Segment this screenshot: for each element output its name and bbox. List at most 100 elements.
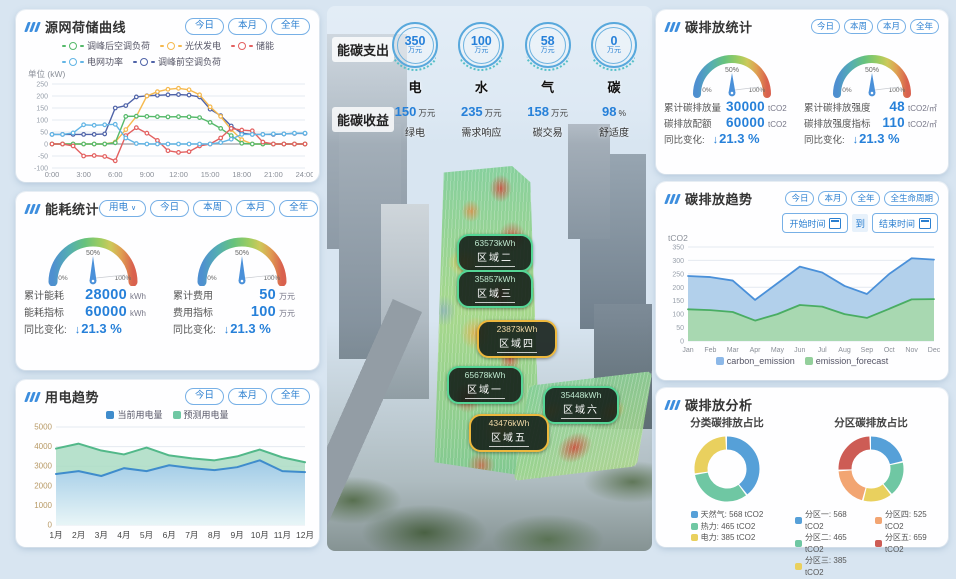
carbon-legend-1[interactable]: carbon_emission xyxy=(715,356,795,366)
svg-text:150: 150 xyxy=(36,106,48,113)
start-time-picker[interactable]: 开始时间 xyxy=(782,213,849,233)
svg-text:12月: 12月 xyxy=(296,530,313,540)
energy-range-buttons: 用电 ∨ 今日 本周 本月 全年 xyxy=(99,199,319,218)
svg-text:0%: 0% xyxy=(58,275,68,282)
energy-gauge-2: 50% 0% 100% 累计费用 50 万元 费用指标 100 万元 同比变化: ↓21.3 % xyxy=(173,222,311,336)
source-legend-4[interactable]: 电网功率 xyxy=(62,55,123,68)
power-trend-legend: 当前用电量 预测用电量 xyxy=(16,408,319,421)
panel-title-icon xyxy=(24,21,41,32)
svg-text:4000: 4000 xyxy=(34,442,52,451)
source-range-btn-3[interactable]: 全年 xyxy=(270,17,310,36)
svg-text:50: 50 xyxy=(676,325,684,332)
trend-range-btn-1[interactable]: 今日 xyxy=(184,387,224,406)
zone-legend-5[interactable]: 分区五: 659 tCO2 xyxy=(875,532,947,555)
carbon-legend-2[interactable]: emission_forecast xyxy=(804,356,888,366)
svg-text:100: 100 xyxy=(36,118,48,125)
carbon-range-btn-1[interactable]: 今日 xyxy=(810,18,840,35)
svg-text:100%: 100% xyxy=(115,275,132,282)
energy-type-dropdown[interactable]: 用电 ∨ xyxy=(99,199,147,218)
carbon-trend-range-btn-3[interactable]: 全年 xyxy=(851,190,881,207)
energy-gauge-1-row-2: 能耗指标 60000 kWh xyxy=(24,304,146,320)
category-legend-2[interactable]: 热力: 465 tCO2 xyxy=(690,521,764,533)
zone-badge-区域五[interactable]: 43476kWh 区域五 xyxy=(469,414,549,452)
svg-text:0%: 0% xyxy=(842,87,852,94)
source-range-buttons: 今日 本月 全年 xyxy=(184,17,310,36)
category-legend-3[interactable]: 电力: 385 tCO2 xyxy=(690,532,764,544)
expense-item-气: 58 万元气 xyxy=(516,22,580,96)
expense-ring-1[interactable]: 350 万元 xyxy=(392,22,438,68)
income-item-2: 235 万元 需求响应 xyxy=(460,104,502,139)
zone-badge-区域三[interactable]: 35857kWh 区域三 xyxy=(457,270,533,308)
trend-range-btn-2[interactable]: 本月 xyxy=(227,387,267,406)
income-label: 能碳收益 xyxy=(332,107,395,132)
svg-text:Dec: Dec xyxy=(928,347,941,354)
svg-text:200: 200 xyxy=(672,285,684,292)
svg-text:May: May xyxy=(771,347,785,354)
carbon-range-btn-3[interactable]: 本月 xyxy=(876,18,906,35)
svg-text:Feb: Feb xyxy=(704,347,716,354)
svg-text:Aug: Aug xyxy=(838,347,851,354)
zone-legend-4[interactable]: 分区四: 525 tCO2 xyxy=(875,509,947,532)
svg-text:7月: 7月 xyxy=(185,530,198,540)
end-time-picker[interactable]: 结束时间 xyxy=(871,213,938,233)
svg-text:Mar: Mar xyxy=(727,347,740,354)
carbon-trend-legend: carbon_emission emission_forecast xyxy=(656,356,948,366)
energy-range-btn-4[interactable]: 全年 xyxy=(279,199,319,218)
svg-text:24:00: 24:00 xyxy=(296,170,313,179)
svg-text:Sep: Sep xyxy=(861,347,874,354)
svg-text:Oct: Oct xyxy=(884,347,895,354)
power-legend-2[interactable]: 预测用电量 xyxy=(172,408,229,421)
category-share-donut xyxy=(694,436,760,502)
zone-badge-区域六[interactable]: 35448kWh 区域六 xyxy=(543,386,619,424)
carbon-range-btn-2[interactable]: 本周 xyxy=(843,18,873,35)
energy-range-btn-1[interactable]: 今日 xyxy=(150,199,190,218)
svg-text:0: 0 xyxy=(680,339,684,346)
expense-ring-2[interactable]: 100 万元 xyxy=(458,22,505,68)
source-range-btn-1[interactable]: 今日 xyxy=(184,17,224,36)
svg-text:50%: 50% xyxy=(725,67,739,74)
category-legend-1[interactable]: 天然气: 568 tCO2 xyxy=(690,509,763,521)
svg-text:3月: 3月 xyxy=(95,530,108,540)
svg-text:50%: 50% xyxy=(86,250,100,257)
power-trend-area-chart: 0 1000 2000 3000 4000 5000 1月 2月 3月 4月 5月 6月 7月 8月 9月 1… xyxy=(34,423,313,541)
zone-legend-1[interactable]: 分区一: 568 tCO2 xyxy=(795,509,867,532)
carbon-range-btn-4[interactable]: 全年 xyxy=(909,18,939,35)
source-legend-1[interactable]: 调峰后空调负荷 xyxy=(62,39,150,52)
calendar-icon xyxy=(829,217,842,229)
panel-title-icon xyxy=(664,399,681,410)
zone-badge-区域四[interactable]: 23873kWh 区域四 xyxy=(477,320,557,358)
source-legend-5[interactable]: 调峰前空调负荷 xyxy=(133,55,221,68)
svg-text:2月: 2月 xyxy=(72,530,85,540)
expense-ring-3[interactable]: 58 万元 xyxy=(524,22,571,68)
source-range-btn-2[interactable]: 本月 xyxy=(227,17,267,36)
zone-legend-3[interactable]: 分区三: 385 tCO2 xyxy=(795,555,867,578)
energy-gauges: 50% 0% 100% 累计能耗 28000 kWh 能耗指标 60000 kWh 同比变化: ↓2… xyxy=(16,220,319,336)
svg-text:18:00: 18:00 xyxy=(232,170,251,179)
zone-badge-区域一[interactable]: 65678kWh 区域一 xyxy=(447,366,523,404)
energy-gauge-1-yoy: 同比变化: ↓21.3 % xyxy=(24,321,122,336)
svg-text:15:00: 15:00 xyxy=(201,170,220,179)
carbon-gauge-1: 50% 0% 100% 累计碳排放量 30000 tCO2 碳排放配额 60000 tCO2 同比… xyxy=(664,40,800,146)
carbon-trend-range-btn-1[interactable]: 今日 xyxy=(785,190,815,207)
panel-carbon-trend: 碳排放趋势 今日 本月 全年 全生命周期 开始时间 到 结束时间 tCO2 0 50 10… xyxy=(656,182,948,380)
carbon-gauge-2-yoy: 同比变化: ↓21.3 % xyxy=(804,131,900,146)
expense-ring-4[interactable]: 0 万元 xyxy=(590,22,637,68)
svg-text:Nov: Nov xyxy=(905,347,918,354)
carbon-trend-range-btn-4[interactable]: 全生命周期 xyxy=(884,190,939,207)
energy-gauge-2-yoy: 同比变化: ↓21.3 % xyxy=(173,321,271,336)
trend-range-btn-3[interactable]: 全年 xyxy=(270,387,310,406)
energy-gauge-1: 50% 0% 100% 累计能耗 28000 kWh 能耗指标 60000 kWh 同比变化: ↓2… xyxy=(24,222,162,336)
expense-label: 能碳支出 xyxy=(332,37,395,62)
svg-text:50%: 50% xyxy=(865,67,879,74)
zone-legend-2[interactable]: 分区二: 465 tCO2 xyxy=(795,532,867,555)
source-legend-3[interactable]: 储能 xyxy=(231,39,274,52)
svg-text:6月: 6月 xyxy=(163,530,176,540)
energy-range-btn-3[interactable]: 本月 xyxy=(236,199,276,218)
carbon-trend-range-btn-2[interactable]: 本月 xyxy=(818,190,848,207)
zone-badge-区域二[interactable]: 63573kWh 区域二 xyxy=(457,234,533,272)
source-legend-2[interactable]: 光伏发电 xyxy=(160,39,221,52)
svg-text:100%: 100% xyxy=(889,87,906,94)
energy-range-btn-2[interactable]: 本周 xyxy=(193,199,233,218)
panel-source-grid-curve: 源网荷储曲线 今日 本月 全年 调峰后空调负荷 光伏发电 储能 电网功率 调峰前空调负荷 单… xyxy=(16,10,319,182)
power-legend-1[interactable]: 当前用电量 xyxy=(106,408,163,421)
